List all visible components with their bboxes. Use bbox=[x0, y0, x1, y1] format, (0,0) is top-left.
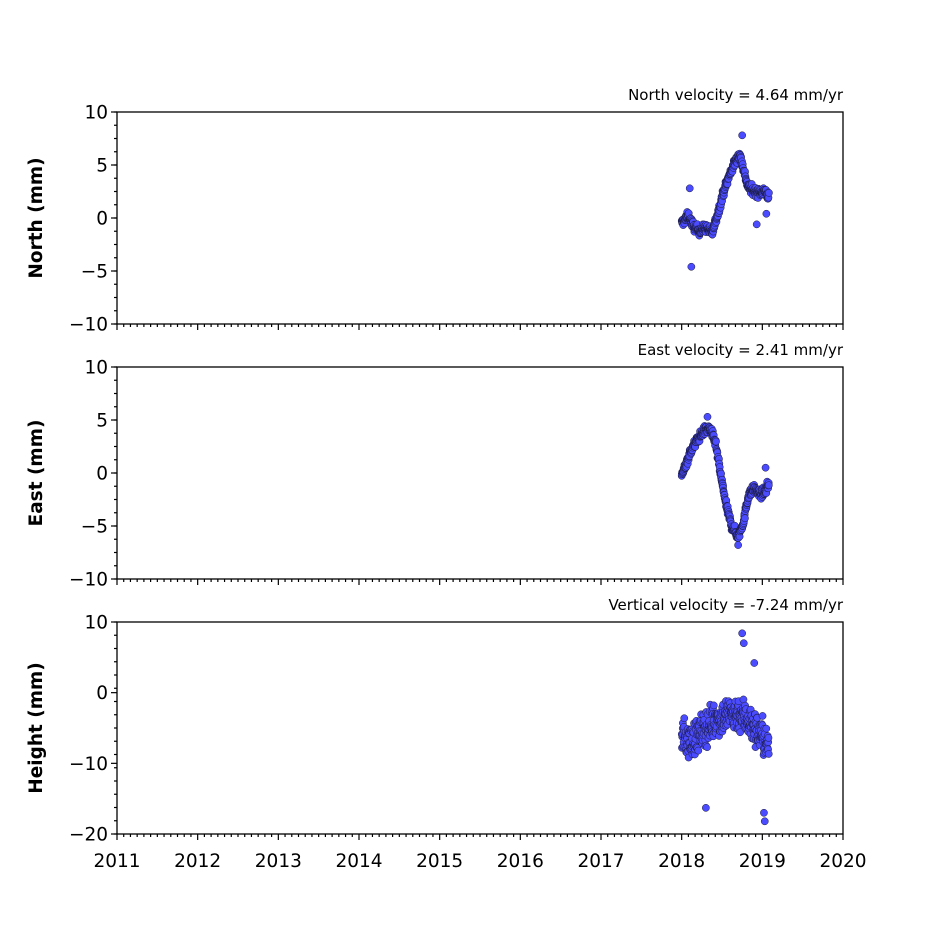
east-points bbox=[677, 412, 773, 549]
east-data-point bbox=[741, 514, 749, 523]
north-velocity-title: North velocity = 4.64 mm/yr bbox=[628, 86, 844, 104]
east-ylabel: East (mm) bbox=[26, 420, 47, 527]
east-panel: East velocity = 2.41 mm/yr East (mm) 10 5… bbox=[26, 341, 844, 591]
height-data-point bbox=[703, 743, 711, 752]
x-tick-label: 2012 bbox=[174, 851, 221, 872]
x-tick-label: 2017 bbox=[577, 851, 624, 872]
north-ytick-label: 10 bbox=[84, 103, 108, 124]
x-axis-year-labels: 2011 2012 2013 2014 2015 2016 2017 2018 2019 2020 bbox=[93, 851, 866, 872]
height-data-point bbox=[736, 728, 745, 737]
east-data-point bbox=[712, 437, 720, 446]
height-data-point bbox=[760, 817, 769, 826]
north-ytick-label: 5 bbox=[96, 156, 108, 177]
height-data-point bbox=[702, 804, 710, 812]
x-tick-label: 2015 bbox=[416, 851, 463, 872]
height-data-point bbox=[764, 750, 773, 758]
height-data-point bbox=[738, 629, 747, 638]
north-ylabel: North (mm) bbox=[26, 157, 47, 278]
east-ytick-label: 5 bbox=[96, 411, 108, 432]
north-ytick-label: −10 bbox=[69, 315, 108, 336]
east-velocity-title: East velocity = 2.41 mm/yr bbox=[638, 341, 844, 359]
east-ytick-label: 10 bbox=[84, 358, 108, 379]
x-tick-label: 2016 bbox=[497, 851, 544, 872]
height-data-point bbox=[680, 714, 689, 723]
x-tick-label: 2013 bbox=[255, 851, 302, 872]
east-data-point bbox=[764, 481, 773, 490]
height-panel: Vertical velocity = -7.24 mm/yr Height (… bbox=[26, 596, 844, 846]
x-tick-label: 2019 bbox=[739, 851, 786, 872]
height-ytick-label: −20 bbox=[69, 825, 108, 846]
height-points bbox=[677, 629, 773, 826]
height-ytick-label: 10 bbox=[84, 613, 108, 634]
north-data-point bbox=[687, 262, 696, 271]
x-tick-label: 2018 bbox=[658, 851, 705, 872]
height-ylabel: Height (mm) bbox=[26, 662, 47, 794]
height-data-point bbox=[760, 808, 768, 817]
east-data-point bbox=[703, 412, 712, 421]
north-plot-frame bbox=[116, 111, 844, 325]
north-ticks: 10 5 0 −5 −10 bbox=[69, 103, 844, 336]
height-data-point bbox=[762, 724, 771, 733]
height-plot-frame bbox=[116, 621, 844, 835]
east-ytick-label: −5 bbox=[81, 517, 108, 538]
height-data-point bbox=[709, 701, 718, 710]
north-data-point bbox=[762, 209, 771, 218]
east-data-point bbox=[761, 463, 770, 472]
east-ytick-label: 0 bbox=[96, 464, 108, 485]
height-data-point bbox=[739, 639, 748, 648]
north-data-point bbox=[752, 220, 761, 229]
north-panel: North velocity = 4.64 mm/yr North (mm) 1… bbox=[26, 86, 844, 336]
vertical-velocity-title: Vertical velocity = -7.24 mm/yr bbox=[608, 596, 843, 614]
east-data-point bbox=[734, 541, 742, 549]
north-data-point bbox=[685, 184, 694, 193]
east-plot-frame bbox=[116, 366, 844, 580]
north-data-point bbox=[738, 131, 747, 140]
height-ytick-label: −10 bbox=[69, 754, 108, 775]
north-points bbox=[677, 131, 773, 271]
east-ytick-label: −10 bbox=[69, 570, 108, 591]
x-tick-label: 2020 bbox=[819, 851, 866, 872]
height-ytick-label: 0 bbox=[96, 683, 108, 704]
east-ticks: 10 5 0 −5 −10 bbox=[69, 358, 844, 591]
x-tick-label: 2011 bbox=[93, 851, 140, 872]
x-tick-label: 2014 bbox=[335, 851, 382, 872]
north-ytick-label: −5 bbox=[81, 262, 108, 283]
north-data-point bbox=[765, 189, 773, 197]
north-ytick-label: 0 bbox=[96, 209, 108, 230]
height-data-point bbox=[750, 659, 759, 667]
height-data-point bbox=[694, 746, 703, 755]
height-data-point bbox=[758, 712, 767, 720]
height-data-point bbox=[764, 734, 773, 742]
